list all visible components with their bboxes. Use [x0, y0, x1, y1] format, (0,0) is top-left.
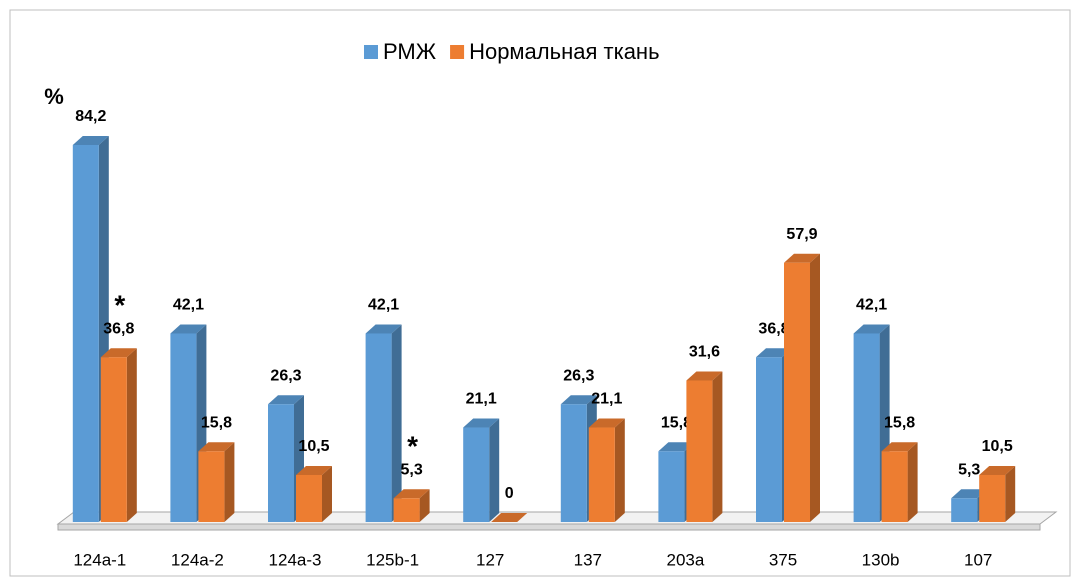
bar-top — [658, 442, 695, 452]
bar-top — [198, 442, 235, 452]
bar — [853, 333, 880, 522]
bar — [560, 404, 587, 522]
x-tick-label: 127 — [476, 550, 504, 569]
bar-side — [712, 371, 723, 522]
data-label: 36,8 — [758, 320, 789, 337]
x-tick-label: 130b — [862, 550, 900, 569]
bar-top — [951, 489, 988, 499]
x-tick-label: 375 — [769, 550, 797, 569]
bar — [100, 357, 127, 522]
bar — [588, 427, 615, 522]
bar-top — [170, 324, 207, 334]
data-label: 0 — [505, 485, 514, 502]
x-tick-label: 125b-1 — [366, 550, 419, 569]
bar-top — [463, 418, 500, 428]
bar — [72, 144, 99, 522]
bar-top — [784, 253, 820, 263]
bar-top — [853, 324, 890, 334]
bar-side — [907, 442, 918, 522]
data-label: 36,8 — [103, 320, 134, 337]
data-label: 26,3 — [270, 367, 301, 384]
x-tick-label: 124a-3 — [269, 550, 322, 569]
bar-top — [979, 465, 1016, 475]
data-label: 21,1 — [591, 391, 622, 408]
bar — [979, 474, 1006, 522]
data-label: 15,8 — [661, 414, 692, 431]
bar — [756, 357, 782, 522]
bar-side — [322, 465, 332, 522]
bar-side — [391, 324, 402, 522]
data-label: 42,1 — [368, 297, 399, 314]
data-label: 10,5 — [982, 438, 1013, 455]
x-tick-label: 137 — [574, 550, 602, 569]
bar-side — [810, 253, 820, 522]
bar — [951, 498, 978, 522]
bar-top — [72, 135, 109, 145]
bar-side — [126, 348, 137, 522]
bar — [365, 333, 392, 522]
annotation: * — [114, 290, 125, 321]
data-label: 21,1 — [466, 391, 497, 408]
bar-top — [365, 324, 402, 334]
bar-top — [100, 348, 137, 358]
bar — [784, 262, 810, 522]
legend-swatch — [364, 45, 378, 59]
bar — [296, 474, 322, 522]
bar — [268, 404, 294, 522]
legend-label: Нормальная ткань — [469, 39, 659, 64]
data-label: 5,3 — [958, 461, 980, 478]
y-axis-label: % — [44, 84, 64, 109]
data-label: 5,3 — [400, 461, 422, 478]
bar-top — [296, 465, 332, 475]
data-label: 84,2 — [75, 108, 106, 125]
bar — [881, 451, 908, 522]
bar-side — [419, 489, 430, 522]
bar-side — [489, 418, 500, 522]
legend-swatch — [450, 45, 465, 59]
x-tick-label: 124a-1 — [73, 550, 126, 569]
bar — [393, 498, 420, 522]
x-tick-label: 107 — [964, 550, 992, 569]
annotation: * — [407, 431, 418, 462]
bar — [686, 380, 713, 522]
bar-top — [560, 395, 597, 405]
floor-edge — [57, 523, 1041, 531]
data-label: 15,8 — [201, 414, 232, 431]
data-label: 31,6 — [689, 344, 720, 361]
bar — [463, 427, 490, 522]
x-tick-label: 203a — [666, 550, 704, 569]
bar-top — [268, 395, 304, 405]
legend-label: РМЖ — [383, 39, 437, 64]
bar-top — [393, 489, 430, 499]
bar — [658, 451, 685, 522]
bar-side — [1005, 465, 1016, 522]
x-tick-label: 124a-2 — [171, 550, 224, 569]
data-label: 42,1 — [173, 297, 204, 314]
data-label: 42,1 — [856, 297, 887, 314]
bar-top — [881, 442, 918, 452]
data-label: 10,5 — [298, 438, 329, 455]
bar-side — [614, 418, 625, 522]
bar-top — [756, 348, 792, 358]
bar-top — [588, 418, 625, 428]
data-label: 15,8 — [884, 414, 915, 431]
bar — [198, 451, 225, 522]
bar — [170, 333, 197, 522]
bar-side — [224, 442, 235, 522]
bar-top — [686, 371, 723, 381]
data-label: 57,9 — [786, 226, 817, 243]
bar-top — [491, 513, 528, 522]
data-label: 26,3 — [563, 367, 594, 384]
